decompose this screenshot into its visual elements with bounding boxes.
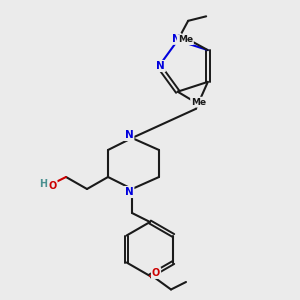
Text: O: O — [152, 268, 160, 278]
Text: Me: Me — [178, 35, 193, 44]
Text: N: N — [124, 130, 134, 140]
Text: N: N — [172, 34, 181, 44]
Text: N: N — [156, 61, 165, 71]
Text: Me: Me — [191, 98, 206, 107]
Text: O: O — [48, 181, 57, 191]
Text: N: N — [124, 187, 134, 197]
Text: H: H — [39, 178, 48, 189]
